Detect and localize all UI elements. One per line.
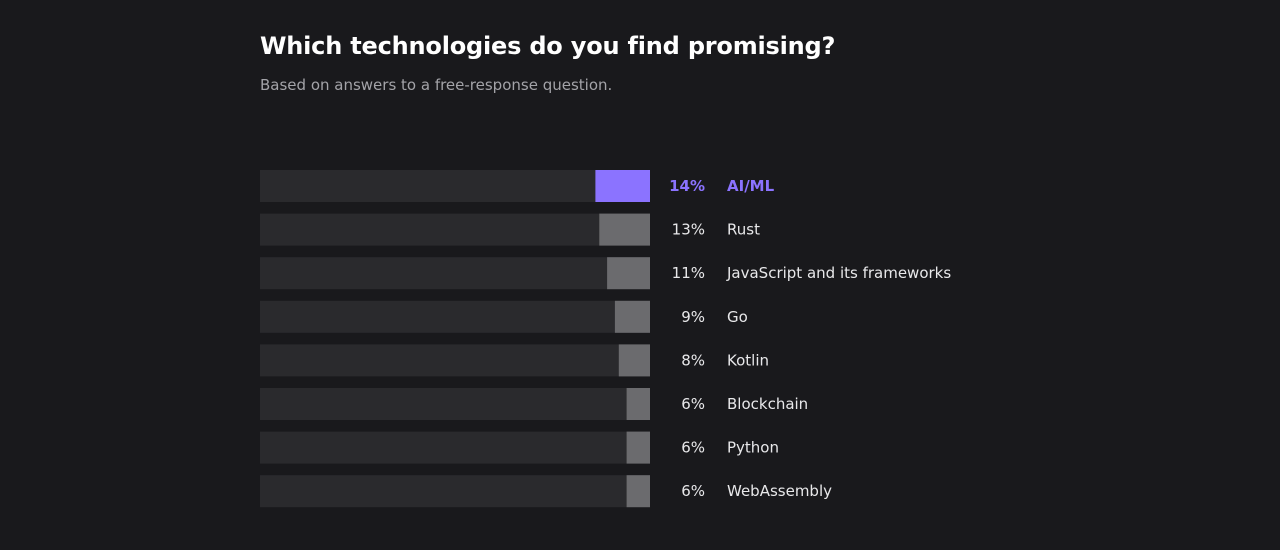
category-label: AI/ML bbox=[727, 177, 775, 195]
category-label: JavaScript and its frameworks bbox=[726, 264, 951, 282]
value-label: 6% bbox=[681, 482, 705, 500]
bar-rust bbox=[599, 213, 650, 246]
bar-track bbox=[260, 300, 650, 333]
value-label: 9% bbox=[681, 308, 705, 326]
category-label: Python bbox=[727, 439, 779, 457]
value-label: 11% bbox=[672, 264, 705, 282]
bar-track bbox=[260, 170, 650, 202]
bar-ai-ml bbox=[595, 170, 650, 202]
value-label: 14% bbox=[669, 177, 705, 195]
bar-chart: 14% AI/ML 13% Rust 11% JavaScript and its fra… bbox=[260, 170, 951, 508]
value-label: 6% bbox=[681, 395, 705, 413]
bar-track bbox=[260, 431, 650, 464]
bar-track bbox=[260, 213, 650, 246]
value-label: 13% bbox=[672, 221, 705, 239]
chart-title: Which technologies do you find promising… bbox=[260, 32, 836, 60]
bar-webassembly bbox=[626, 475, 650, 508]
bar-javascript-and-its-frameworks bbox=[607, 257, 650, 290]
bar-track bbox=[260, 257, 650, 290]
category-label: Go bbox=[727, 308, 748, 326]
chart-container: Which technologies do you find promising… bbox=[260, 0, 1160, 550]
bar-track bbox=[260, 388, 650, 420]
value-label: 6% bbox=[681, 439, 705, 457]
chart-subtitle: Based on answers to a free-response ques… bbox=[260, 76, 613, 94]
category-label: Kotlin bbox=[727, 351, 769, 369]
category-label: Rust bbox=[727, 221, 760, 239]
bar-track bbox=[260, 344, 650, 377]
bar-blockchain bbox=[626, 388, 650, 420]
category-label: Blockchain bbox=[727, 395, 808, 413]
bar-kotlin bbox=[618, 344, 650, 377]
bar-track bbox=[260, 475, 650, 508]
category-label: WebAssembly bbox=[727, 482, 832, 500]
value-label: 8% bbox=[681, 351, 705, 369]
bar-python bbox=[626, 431, 650, 464]
bar-go bbox=[614, 300, 650, 333]
